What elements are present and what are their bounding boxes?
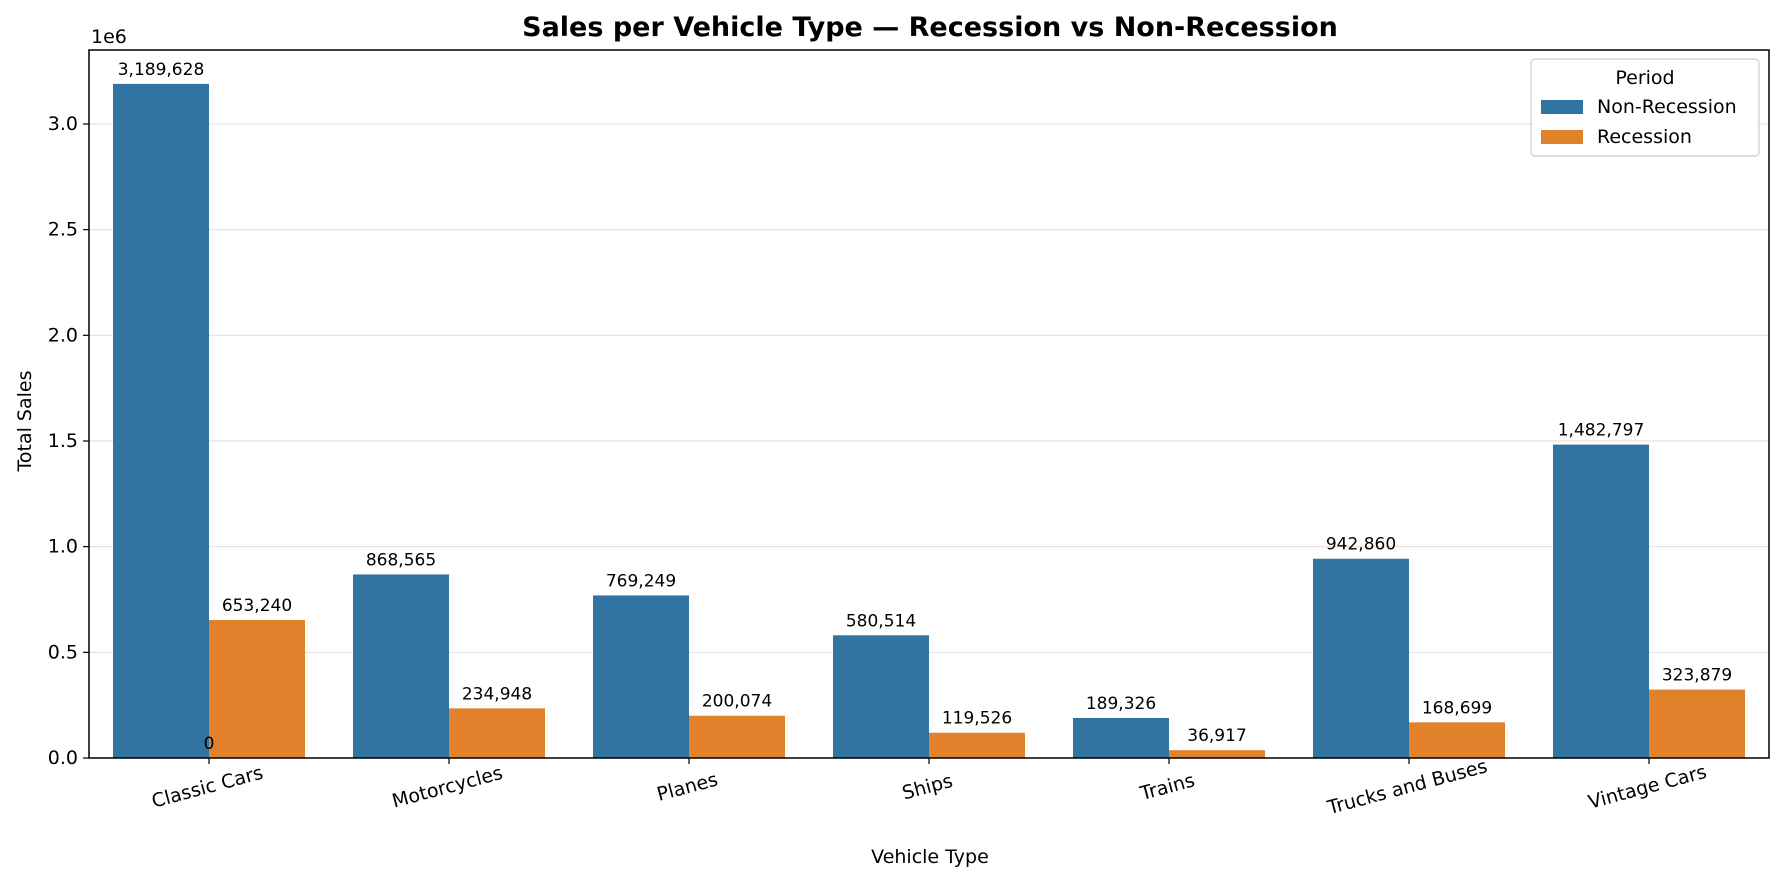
legend-label: Recession — [1597, 126, 1692, 148]
bar-value-label: 119,526 — [942, 709, 1012, 729]
bar — [1169, 750, 1265, 758]
y-axis-offset-label: 1e6 — [91, 26, 127, 48]
x-tick-label: Trains — [1137, 769, 1197, 805]
y-tick-label: 1.0 — [48, 536, 78, 558]
plot-frame — [88, 49, 1770, 759]
y-tick-label: 3.0 — [48, 113, 78, 135]
bar-value-label: 3,189,628 — [118, 60, 205, 80]
bar — [689, 715, 785, 758]
legend-title: Period — [1615, 67, 1674, 89]
bar-value-label: 200,074 — [702, 692, 772, 712]
x-tick-label: Planes — [655, 769, 721, 806]
bar — [113, 83, 209, 758]
chart-title: Sales per Vehicle Type — Recession vs No… — [522, 12, 1338, 43]
bar — [833, 635, 929, 758]
bar — [1649, 689, 1745, 758]
x-tick-label: Ships — [900, 770, 955, 805]
legend-box — [1530, 58, 1760, 157]
x-tick-label: Vintage Cars — [1586, 761, 1709, 814]
bar-value-label: 189,326 — [1086, 694, 1156, 714]
bar-value-label: 942,860 — [1326, 535, 1396, 555]
bar-value-label: 168,699 — [1422, 698, 1492, 718]
legend-swatch — [1541, 100, 1583, 114]
legend-label: Non-Recession — [1597, 96, 1737, 118]
bar-value-label: 653,240 — [222, 596, 292, 616]
bar — [353, 574, 449, 758]
x-tick-label: Trucks and Buses — [1324, 755, 1489, 819]
bar — [1073, 717, 1169, 758]
bar — [1313, 558, 1409, 758]
zero-annotation: 0 — [204, 734, 215, 754]
legend: Period Non-Recession Recession — [1530, 58, 1760, 157]
bar-value-label: 580,514 — [846, 611, 916, 631]
bar-value-label: 1,482,797 — [1558, 421, 1645, 441]
y-tick-label: 2.0 — [48, 324, 78, 346]
bars — [113, 83, 1745, 758]
bar — [1553, 444, 1649, 758]
bar — [209, 619, 305, 758]
data-labels: 3,189,628 653,240 868,565 234,948 769,249 200… — [118, 60, 1732, 754]
y-tick-label: 1.5 — [48, 430, 78, 452]
grid-lines — [89, 123, 1769, 653]
x-tick-label: Motorcycles — [390, 762, 505, 813]
y-tick-label: 0.5 — [48, 641, 78, 663]
bar-value-label: 234,948 — [462, 684, 532, 704]
x-axis-label: Vehicle Type — [871, 846, 989, 868]
y-tick-label: 2.5 — [48, 219, 78, 241]
bar-value-label: 769,249 — [606, 571, 676, 591]
legend-swatch — [1541, 130, 1583, 144]
y-axis-label: Total Sales — [14, 371, 36, 473]
x-tick-label: Classic Cars — [149, 762, 265, 813]
y-tick-label: 0.0 — [48, 747, 78, 769]
bar-value-label: 323,879 — [1662, 666, 1732, 686]
bar-value-label: 36,917 — [1187, 726, 1246, 746]
bar-value-label: 868,565 — [366, 550, 436, 570]
bar — [593, 595, 689, 758]
bar — [1409, 722, 1505, 758]
bar — [929, 732, 1025, 758]
bar — [449, 708, 545, 758]
